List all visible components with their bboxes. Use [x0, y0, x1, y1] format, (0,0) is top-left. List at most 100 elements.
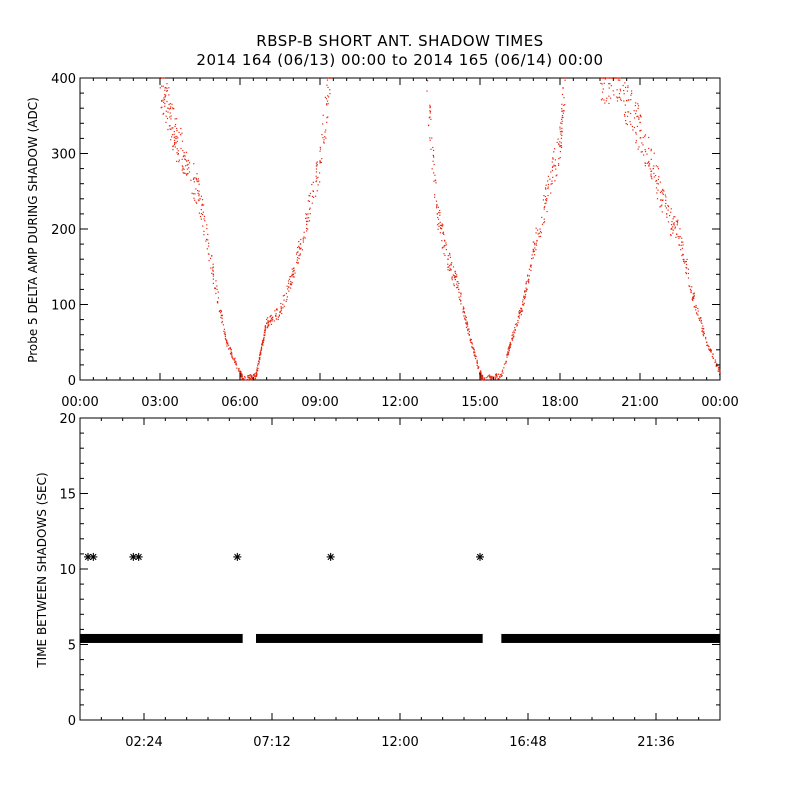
data-point	[443, 239, 446, 241]
data-point	[165, 115, 167, 117]
data-point	[436, 205, 438, 207]
data-point	[561, 131, 563, 133]
data-point	[165, 110, 167, 112]
data-point	[623, 93, 625, 95]
data-point	[437, 228, 439, 230]
data-point	[528, 282, 530, 284]
data-point	[666, 216, 668, 218]
data-point	[686, 258, 688, 261]
data-point	[535, 227, 537, 229]
data-point	[224, 335, 226, 338]
data-point	[480, 377, 482, 379]
data-point	[260, 353, 262, 355]
data-point	[194, 193, 196, 195]
data-point	[275, 318, 278, 320]
data-point	[543, 218, 545, 220]
data-point	[560, 142, 562, 144]
data-point	[173, 131, 175, 133]
data-point	[681, 237, 683, 239]
data-point	[449, 269, 452, 271]
data-point	[561, 108, 563, 110]
data-point	[254, 375, 256, 377]
data-point	[447, 255, 449, 257]
data-point	[602, 88, 604, 90]
data-point	[229, 346, 231, 349]
data-point	[629, 121, 631, 123]
data-point	[256, 368, 258, 371]
bottom-y-tick-label: 0	[68, 714, 76, 729]
data-point	[453, 283, 455, 285]
chart-subtitle: 2014 164 (06/13) 00:00 to 2014 165 (06/1…	[196, 51, 604, 69]
data-point	[685, 271, 687, 274]
data-point	[507, 351, 509, 353]
data-point	[434, 196, 436, 198]
data-point	[170, 139, 172, 141]
data-point	[161, 77, 163, 79]
data-point	[705, 338, 707, 340]
data-point	[603, 99, 605, 101]
data-point	[499, 374, 501, 376]
data-point	[556, 141, 558, 144]
data-point	[538, 232, 540, 234]
data-point	[231, 354, 233, 356]
data-point	[329, 89, 331, 91]
data-point	[608, 102, 610, 105]
data-point	[288, 282, 290, 284]
data-point	[165, 121, 167, 123]
data-point	[559, 141, 561, 143]
data-point	[489, 376, 491, 379]
top-data-points	[159, 77, 721, 381]
data-point	[439, 232, 441, 234]
data-point	[462, 306, 465, 308]
data-point	[497, 373, 500, 375]
data-point	[468, 334, 471, 336]
data-point	[472, 348, 475, 350]
data-point	[441, 223, 443, 225]
data-point	[526, 289, 528, 291]
data-point	[697, 310, 699, 312]
data-point	[523, 296, 525, 299]
data-point	[169, 128, 171, 130]
data-point	[223, 328, 226, 330]
data-point	[547, 194, 549, 197]
data-point	[229, 347, 231, 349]
top-y-tick-label: 100	[51, 299, 76, 314]
data-point	[465, 319, 467, 321]
data-point	[520, 310, 522, 313]
data-point	[436, 204, 438, 206]
data-point	[193, 197, 195, 199]
data-point	[656, 192, 658, 194]
data-point	[473, 352, 475, 354]
data-point	[639, 137, 641, 139]
data-point	[644, 162, 646, 164]
data-point	[695, 312, 698, 314]
data-point	[717, 370, 719, 372]
data-point	[488, 379, 490, 381]
data-point	[659, 191, 662, 193]
data-point	[225, 338, 227, 340]
data-point	[650, 173, 652, 175]
data-point	[522, 303, 524, 306]
data-point	[251, 375, 253, 377]
data-point	[196, 179, 198, 181]
data-point	[182, 166, 184, 168]
data-point	[551, 180, 553, 182]
data-point	[653, 176, 655, 178]
data-point	[630, 94, 632, 96]
data-point	[708, 349, 710, 351]
data-point	[291, 273, 293, 275]
data-point	[612, 90, 614, 92]
data-point	[203, 234, 205, 236]
data-point	[162, 85, 164, 87]
data-point	[177, 153, 179, 156]
data-point	[258, 363, 260, 365]
data-point	[306, 223, 308, 226]
data-point	[211, 255, 213, 257]
data-point	[708, 348, 710, 350]
data-point	[617, 79, 619, 81]
data-point	[290, 282, 292, 284]
data-point	[667, 204, 669, 207]
data-point	[659, 206, 661, 208]
data-point	[701, 322, 703, 324]
data-point	[198, 193, 200, 195]
